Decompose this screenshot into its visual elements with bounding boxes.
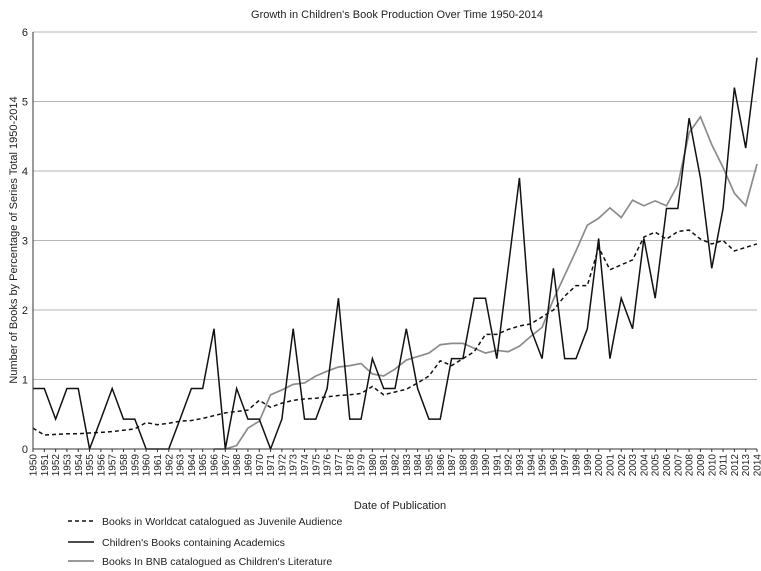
x-tick-label: 2009 [696, 454, 707, 477]
x-tick-label: 2003 [628, 454, 639, 477]
y-tick-label: 4 [22, 166, 28, 178]
x-tick-label: 2002 [617, 454, 628, 477]
x-tick-label: 1950 [29, 454, 40, 477]
x-tick-label: 1981 [379, 454, 390, 477]
x-tick-label: 1996 [549, 454, 560, 477]
x-tick-label: 1978 [345, 454, 356, 477]
x-tick-label: 1952 [51, 454, 62, 477]
x-tick-label: 1975 [311, 454, 322, 477]
x-tick-label: 1982 [391, 454, 402, 477]
x-tick-label: 1997 [560, 454, 571, 477]
x-tick-label: 1999 [583, 454, 594, 477]
x-tick-label: 1992 [504, 454, 515, 477]
x-tick-label: 1986 [436, 454, 447, 477]
x-tick-label: 1987 [447, 454, 458, 477]
y-tick-label: 1 [22, 375, 28, 387]
x-tick-label: 1957 [108, 454, 119, 477]
x-tick-label: 1955 [85, 454, 96, 477]
x-tick-label: 1998 [572, 454, 583, 477]
chart-title: Growth in Children's Book Production Ove… [251, 9, 543, 21]
x-tick-label: 1964 [187, 454, 198, 477]
series-layer [32, 57, 758, 452]
legend-label: Children's Books containing Academics [102, 537, 285, 549]
x-tick-label: 1989 [470, 454, 481, 477]
x-tick-label: 1969 [243, 454, 254, 477]
x-tick-label: 1985 [424, 454, 435, 477]
x-tick-label: 1979 [357, 454, 368, 477]
x-tick-label: 1953 [62, 454, 73, 477]
x-tick-label: 1977 [334, 454, 345, 477]
x-tick-label: 1961 [153, 454, 164, 477]
legend: Books in Worldcat catalogued as Juvenile… [68, 516, 342, 568]
x-tick-label: 2008 [685, 454, 696, 477]
series-line-3 [214, 115, 758, 450]
legend-label: Books in Worldcat catalogued as Juvenile… [102, 516, 342, 528]
x-tick-label: 2005 [651, 454, 662, 477]
x-tick-label: 2000 [594, 454, 605, 477]
x-tick-label: 1951 [40, 454, 51, 477]
x-tick-label: 2012 [730, 454, 741, 477]
x-tick-label: 1976 [323, 454, 334, 477]
y-tick-label: 0 [22, 444, 28, 456]
x-tick-label: 1984 [413, 454, 424, 477]
x-tick-label: 1960 [142, 454, 153, 477]
x-tick-label: 1963 [176, 454, 187, 477]
x-tick-label: 2011 [719, 454, 730, 476]
x-tick-label: 2001 [605, 454, 616, 477]
x-tick-label: 1954 [74, 454, 85, 477]
x-tick-label: 2013 [741, 454, 752, 477]
x-tick-label: 1990 [481, 454, 492, 477]
x-tick-label: 1993 [515, 454, 526, 477]
x-tick-label: 1968 [232, 454, 243, 477]
y-axis-label: Number of Books by Percentage of Series … [8, 96, 20, 383]
x-tick-label: 2014 [753, 454, 761, 477]
y-tick-label: 3 [22, 236, 28, 248]
y-tick-label: 2 [22, 305, 28, 317]
x-tick-label: 1966 [210, 454, 221, 477]
legend-label: Books In BNB catalogued as Children's Li… [102, 556, 332, 568]
x-tick-label: 1994 [526, 454, 537, 477]
x-tick-label: 1980 [368, 454, 379, 477]
gridlines [33, 31, 757, 380]
series-line-2 [33, 57, 758, 452]
x-axis-ticks: 1950 1951 1952 1953 1954 1955 1956 1957 1958 1959… [29, 449, 761, 476]
x-tick-label: 1967 [221, 454, 232, 477]
x-tick-label: 2004 [639, 454, 650, 477]
x-tick-label: 1971 [266, 454, 277, 477]
x-tick-label: 2010 [707, 454, 718, 477]
x-tick-label: 1965 [198, 454, 209, 477]
x-tick-label: 1973 [289, 454, 300, 477]
x-tick-label: 2007 [673, 454, 684, 477]
x-tick-label: 1958 [119, 454, 130, 477]
x-tick-label: 1995 [538, 454, 549, 477]
x-tick-label: 1970 [255, 454, 266, 477]
series-line-1 [32, 229, 758, 436]
y-tick-label: 6 [22, 27, 28, 39]
y-tick-label: 5 [22, 97, 28, 109]
x-tick-label: 1962 [164, 454, 175, 477]
x-tick-label: 1956 [96, 454, 107, 477]
x-tick-label: 1959 [130, 454, 141, 477]
x-tick-label: 1974 [300, 454, 311, 477]
x-tick-label: 1988 [458, 454, 469, 477]
x-tick-label: 1972 [277, 454, 288, 477]
x-tick-label: 1991 [492, 454, 503, 477]
x-axis-label: Date of Publication [354, 500, 446, 512]
y-axis-ticks: 0 1 2 3 4 5 6 [22, 27, 28, 456]
x-tick-label: 2006 [662, 454, 673, 477]
x-tick-label: 1983 [402, 454, 413, 477]
